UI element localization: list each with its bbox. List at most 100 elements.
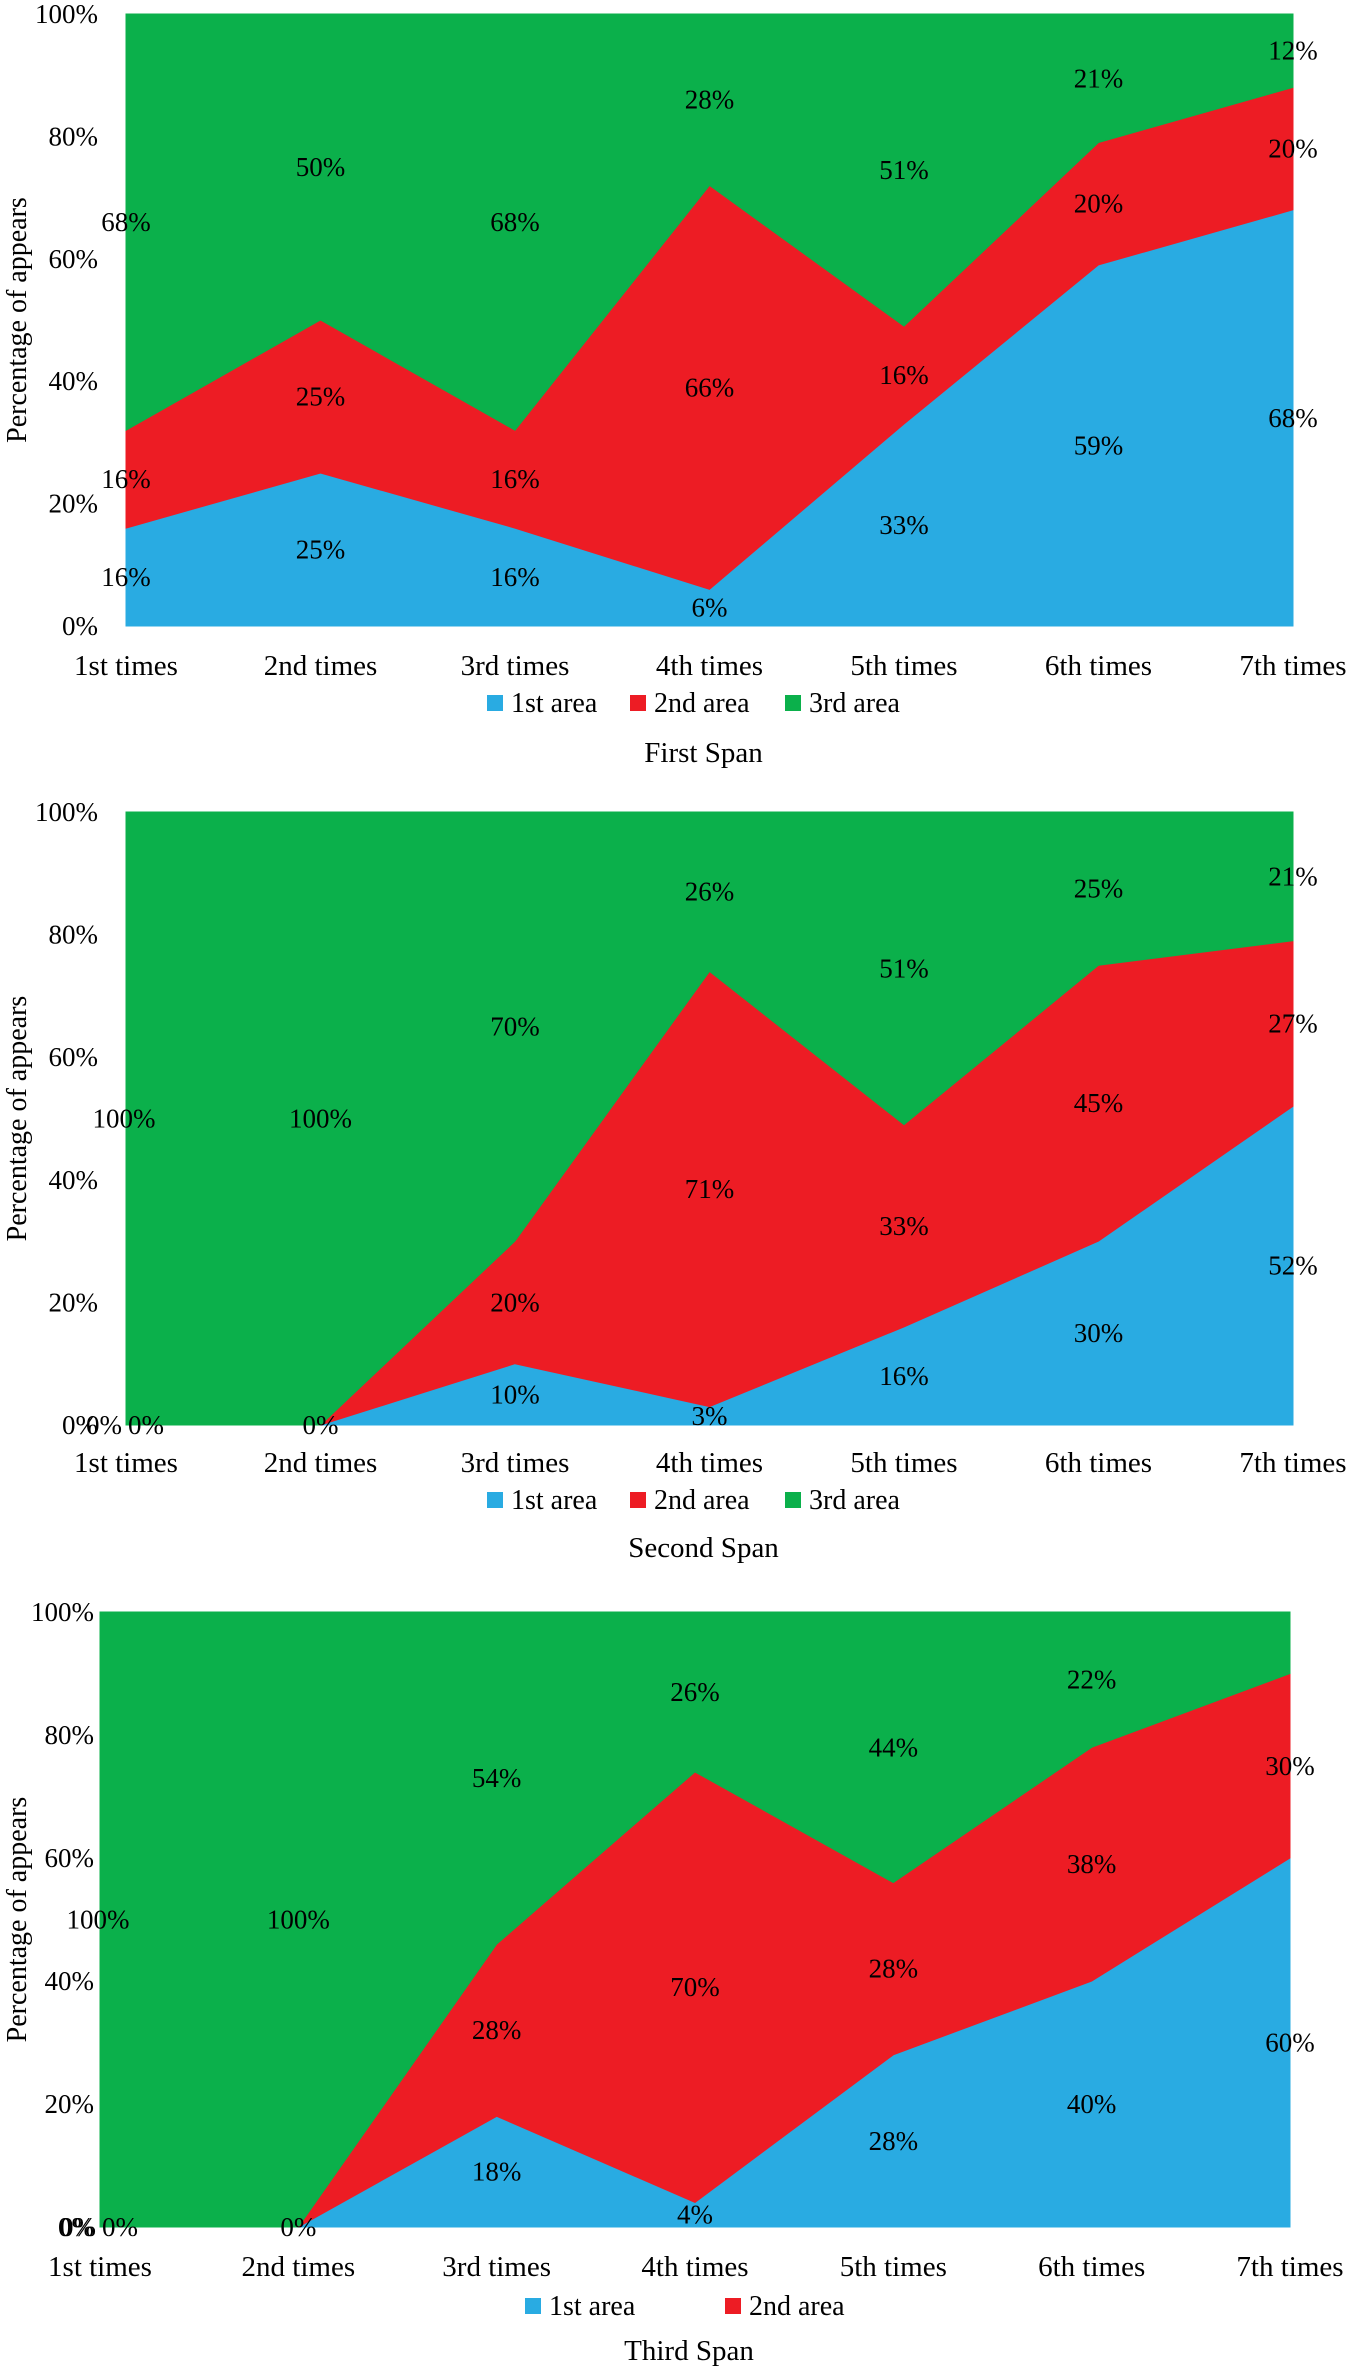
data-label-2nd-area: 33%	[879, 1211, 929, 1241]
data-label-2nd-area: 45%	[1074, 1088, 1124, 1118]
y-axis-title: Percentage of appears	[2, 1797, 33, 2043]
data-label-3rd-area: 12%	[1268, 36, 1318, 66]
x-tick-label: 6th times	[1045, 650, 1152, 682]
data-label-3rd-area: 100%	[289, 1104, 352, 1134]
data-label-1st-area: 16%	[490, 562, 540, 592]
x-tick-label: 7th times	[1239, 650, 1346, 682]
y-tick-label: 0%	[62, 1410, 98, 1440]
x-tick-label: 2nd times	[264, 1447, 378, 1479]
x-tick-label: 2nd times	[264, 650, 378, 682]
legend-swatch-1st-area	[525, 2298, 541, 2314]
chart-panel-2: 0% 20% 40% 60% 80% 100% 1st times 2nd times 3rd …	[2, 797, 1347, 1564]
data-label-1st-area: 3%	[692, 1401, 728, 1431]
x-tick-label: 3rd times	[461, 1447, 570, 1479]
y-axis-title: Percentage of appears	[2, 996, 33, 1242]
legend-swatch-2nd-area	[630, 695, 646, 711]
legend-swatch-2nd-area	[725, 2298, 741, 2314]
data-label-1st-area: 33%	[879, 510, 929, 540]
y-tick-label: 60%	[49, 244, 99, 274]
x-tick-label: 1st times	[74, 650, 178, 682]
y-tick-label: 20%	[45, 2089, 95, 2119]
data-label-3rd-area: 100%	[67, 1905, 130, 1935]
x-tick-label: 5th times	[850, 650, 957, 682]
chart-title: First Span	[644, 737, 763, 769]
data-label-2nd-area: 0%	[102, 2212, 138, 2242]
legend-swatch-1st-area	[487, 695, 503, 711]
data-label-1st-area: 25%	[296, 535, 346, 565]
data-label-3rd-area: 26%	[670, 1677, 720, 1707]
data-label-3rd-area: 70%	[490, 1012, 540, 1042]
x-tick-label: 4th times	[641, 2251, 748, 2283]
data-label-3rd-area: 100%	[93, 1104, 156, 1134]
data-label-2nd-area: 27%	[1268, 1008, 1318, 1038]
legend-label: 2nd area	[654, 688, 750, 719]
data-label-3rd-area: 25%	[1074, 874, 1124, 904]
x-tick-label: 1st times	[48, 2251, 152, 2283]
area-3rd-area-panel-1	[125, 13, 1294, 432]
x-tick-label: 3rd times	[461, 650, 570, 682]
legend: 1st area 2nd area	[525, 2291, 845, 2322]
data-label-1st-area: 18%	[472, 2157, 522, 2187]
data-label-2nd-area: 20%	[490, 1287, 540, 1317]
data-label-3rd-area: 44%	[869, 1732, 919, 1762]
y-tick-label: 40%	[49, 366, 99, 396]
x-tick-label: 3rd times	[442, 2251, 551, 2283]
data-label-2nd-area: 70%	[670, 1972, 720, 2002]
data-label-2nd-area: 0%	[128, 1410, 164, 1440]
data-label-3rd-area: 21%	[1074, 63, 1124, 93]
data-label-3rd-area: 28%	[685, 85, 735, 115]
x-tick-label: 6th times	[1045, 1447, 1152, 1479]
legend-label: 1st area	[511, 688, 598, 719]
legend-swatch-3rd-area	[785, 1492, 801, 1508]
x-tick-label: 7th times	[1236, 2251, 1343, 2283]
data-label-3rd-area: 51%	[879, 953, 929, 983]
data-label-3rd-area: 68%	[490, 207, 540, 237]
x-tick-label: 5th times	[840, 2251, 947, 2283]
data-label-3rd-area: 22%	[1067, 1665, 1117, 1695]
y-tick-label: 60%	[49, 1042, 99, 1072]
legend: 1st area 2nd area 3rd area	[487, 1485, 901, 1516]
data-label-1st-area: 30%	[1074, 1318, 1124, 1348]
y-tick-label: 20%	[49, 489, 99, 519]
data-label-1st-area: 0%	[86, 1410, 122, 1440]
data-label-1st-area: 6%	[692, 593, 728, 623]
data-label-3rd-area: 54%	[472, 1763, 522, 1793]
data-label-2nd-area: 38%	[1067, 1849, 1117, 1879]
x-tick-label: 5th times	[850, 1447, 957, 1479]
data-label-1st-area: 40%	[1067, 2089, 1117, 2119]
y-tick-label: 80%	[49, 121, 99, 151]
data-label-2nd-area: 66%	[685, 372, 735, 402]
y-tick-label: 80%	[45, 1720, 95, 1750]
data-label-1st-area: 52%	[1268, 1251, 1318, 1281]
y-tick-label: 0%	[58, 2212, 94, 2242]
data-label-3rd-area: 50%	[296, 152, 346, 182]
y-tick-label: 20%	[49, 1287, 99, 1317]
data-label-2nd-area: 71%	[685, 1174, 735, 1204]
chart-panel-3: 0% 20% 40% 60% 80% 100% 1st times 2nd times 3rd …	[2, 1597, 1344, 2367]
data-label-1st-area: 0%	[280, 2212, 316, 2242]
data-label-1st-area: 59%	[1074, 430, 1124, 460]
data-label-2nd-area: 25%	[296, 382, 346, 412]
legend-label: 3rd area	[809, 688, 901, 719]
legend-swatch-3rd-area	[785, 695, 801, 711]
data-label-2nd-area: 28%	[472, 2015, 522, 2045]
data-label-3rd-area: 51%	[879, 155, 929, 185]
y-tick-label: 40%	[45, 1966, 95, 1996]
data-label-3rd-area: 26%	[685, 877, 735, 907]
data-label-2nd-area: 30%	[1265, 1751, 1315, 1781]
chart-title: Second Span	[628, 1532, 779, 1564]
data-label-2nd-area: 16%	[879, 360, 929, 390]
data-label-3rd-area: 21%	[1268, 861, 1318, 891]
data-label-1st-area: 10%	[490, 1379, 540, 1409]
y-tick-label: 0%	[62, 611, 98, 641]
data-label-1st-area: 28%	[869, 2126, 919, 2156]
data-label-2nd-area: 16%	[101, 464, 151, 494]
y-axis-title: Percentage of appears	[2, 197, 33, 443]
data-label-2nd-area: 20%	[1074, 189, 1124, 219]
legend-label: 3rd area	[809, 1485, 901, 1516]
area-3rd-area-panel-3	[99, 1611, 1291, 2228]
x-tick-label: 7th times	[1239, 1447, 1346, 1479]
legend-label: 1st area	[511, 1485, 598, 1516]
y-tick-label: 80%	[49, 920, 99, 950]
